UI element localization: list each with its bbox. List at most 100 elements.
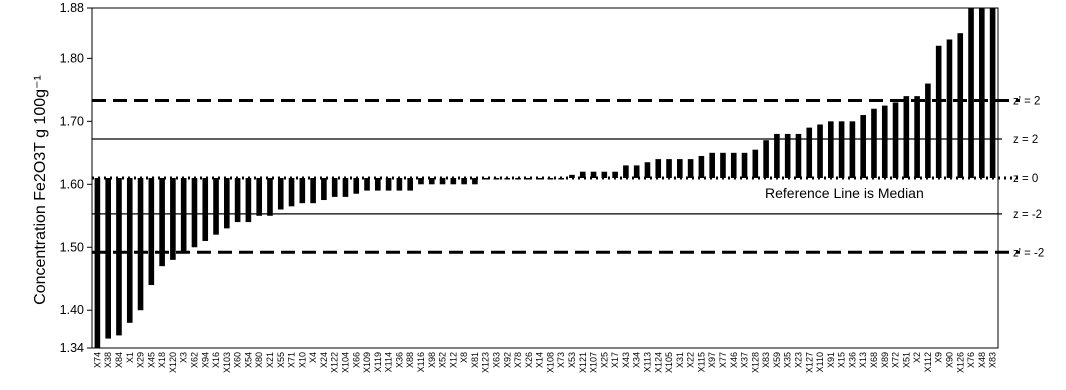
x-tick-label: X29 [136,352,146,368]
bar [709,152,715,178]
bar [698,155,705,178]
y-tick-label: 1.50 [60,240,84,254]
bar [310,178,316,204]
bar [385,178,392,191]
bar [245,178,252,223]
bar [126,178,133,323]
x-tick-label: X126 [955,352,965,373]
y-tick-label: 1.88 [60,1,84,15]
bar [914,96,920,178]
x-tick-label: X31 [675,352,685,368]
x-tick-label: X83 [988,352,998,368]
x-tick-label: X14 [535,352,545,368]
bar [213,178,219,235]
bar [741,152,748,178]
bar [375,178,381,191]
x-tick-label: X59 [772,352,782,368]
bar [461,178,467,185]
bar [935,45,942,179]
bar [806,127,813,178]
bar [137,178,144,311]
x-tick-label: X77 [718,352,728,368]
bar [569,174,575,178]
bar [601,171,608,178]
bar [331,178,338,197]
bar [396,178,403,191]
bar [720,152,726,178]
x-tick-label: X55 [276,352,286,368]
x-tick-label: X26 [524,352,534,368]
bar [418,178,424,185]
bar [342,178,349,197]
x-tick-label: X36 [847,352,857,368]
bar [180,178,187,254]
x-tick-label: X81 [470,352,480,368]
x-tick-label: X91 [826,352,836,368]
x-tick-label: X105 [664,352,674,373]
bar [828,121,834,178]
x-tick-label: X9 [934,352,944,363]
x-tick-label: X76 [966,352,976,368]
x-tick-label: X121 [578,352,588,373]
bar [353,178,360,194]
x-tick-label: X88 [405,352,415,368]
bar [191,178,198,248]
x-tick-label: X35 [783,352,793,368]
reference-line-label: z = 2 [1013,134,1038,146]
x-tick-label: X68 [869,352,879,368]
x-tick-label: X97 [707,352,717,368]
bar [881,105,888,178]
bar [752,149,759,178]
x-tick-label: X115 [696,352,706,372]
reference-line-label: z' = -2 [1013,247,1044,259]
x-tick-label: X109 [362,352,372,373]
x-tick-label: X43 [621,352,631,368]
x-tick-label: X83 [761,352,771,368]
x-tick-label: X122 [330,352,340,373]
x-axis-ticks: X74 X38 X84 X1 X29 X45 X18 X120 X3 X62 X94 X16 X103 X… [92,352,997,373]
bar [871,108,877,178]
bar [946,39,953,179]
bar [299,178,306,204]
x-tick-label: X36 [394,352,404,368]
x-tick-label: X113 [642,352,652,372]
bar [579,171,586,178]
bar [903,96,910,178]
bar [116,178,122,336]
bar [666,159,672,178]
y-axis-label: Concentration Fe2O3T g 100g⁻¹ [32,75,49,305]
bar [677,159,683,178]
x-tick-label: X60 [233,352,243,368]
x-tick-label: X53 [567,352,577,368]
bar [94,178,101,348]
x-tick-label: X24 [319,352,329,368]
bar [925,83,931,178]
x-tick-label: X108 [545,352,555,373]
bar [730,152,737,178]
x-tick-label: X94 [200,352,210,368]
bar [784,133,791,178]
bar [407,178,413,191]
bar [817,124,823,178]
bar [321,178,327,201]
bar [526,178,532,180]
bar [892,102,899,178]
median-annotation: Reference Line is Median [765,185,924,201]
reference-lines: z' = 2 z = 2 z = 0 z = -2 z' = -2 [92,96,1044,259]
x-tick-label: X103 [222,352,232,373]
x-tick-label: X1 [125,352,135,363]
bar [989,8,996,178]
x-tick-label: X52 [438,352,448,368]
x-tick-label: X112 [923,352,933,372]
x-tick-label: X46 [729,352,739,368]
plot-frame [91,7,999,349]
x-tick-label: X127 [804,352,814,373]
x-tick-label: X54 [243,352,253,368]
y-tick-label: 1.70 [60,114,84,128]
bar [105,178,111,339]
bar [849,121,856,178]
x-tick-label: X84 [114,352,124,368]
x-tick-label: X48 [977,352,987,368]
bar [633,165,640,178]
